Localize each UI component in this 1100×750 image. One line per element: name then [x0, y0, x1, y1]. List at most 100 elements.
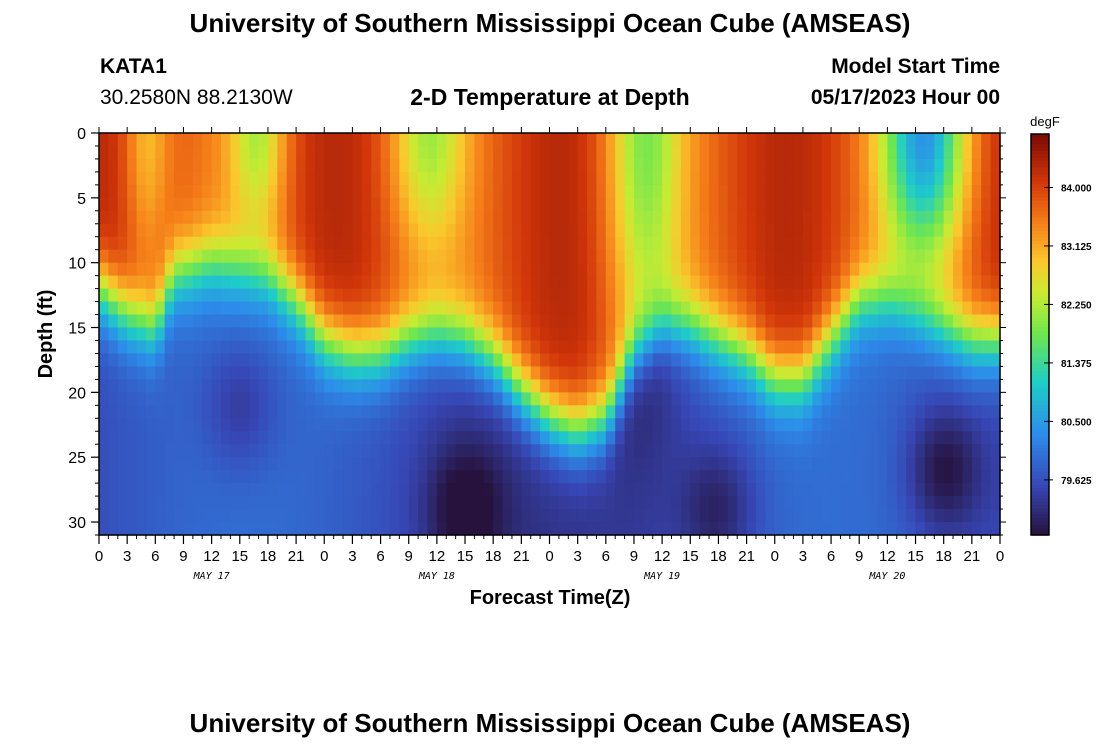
heatmap-cell [127, 210, 138, 225]
heatmap-cell [633, 470, 644, 484]
heatmap-cell [568, 327, 579, 342]
heatmap-cell [249, 262, 260, 277]
heatmap-cell [718, 379, 729, 393]
heatmap-cell [239, 470, 250, 484]
heatmap-cell [605, 184, 616, 199]
heatmap-cell [859, 418, 870, 432]
heatmap-cell [474, 133, 485, 147]
heatmap-cell [127, 392, 138, 406]
heatmap-cell [333, 379, 344, 393]
heatmap-cell [699, 522, 710, 536]
heatmap-cell [849, 210, 860, 225]
heatmap-cell [286, 262, 297, 277]
heatmap-cell [239, 392, 250, 406]
heatmap-cell [671, 184, 682, 199]
heatmap-cell [361, 236, 372, 251]
heatmap-cell [840, 223, 851, 238]
heatmap-cell [990, 158, 1001, 173]
heatmap-cell [587, 133, 598, 147]
heatmap-cell [277, 210, 288, 225]
colorbar-swatch [1031, 311, 1049, 316]
heatmap-cell [436, 470, 447, 484]
heatmap-cell [314, 249, 325, 264]
heatmap-cell [127, 275, 138, 290]
heatmap-cell [549, 314, 560, 329]
heatmap-cell [568, 405, 579, 419]
heatmap-cell [455, 158, 466, 173]
heatmap-cell [943, 366, 954, 380]
heatmap-cell [906, 223, 917, 238]
heatmap-cell [314, 457, 325, 471]
heatmap-cell [699, 145, 710, 160]
heatmap-cell [746, 470, 757, 484]
heatmap-cell [643, 379, 654, 393]
heatmap-cell [324, 392, 335, 406]
heatmap-cell [117, 353, 128, 368]
heatmap-cell [418, 275, 429, 290]
heatmap-cell [981, 509, 992, 523]
heatmap-cell [239, 301, 250, 316]
heatmap-cell [896, 496, 907, 510]
heatmap-cell [868, 184, 879, 199]
heatmap-cell [896, 457, 907, 471]
heatmap-cell [934, 145, 945, 160]
heatmap-cell [887, 327, 898, 342]
heatmap-cell [540, 509, 551, 523]
heatmap-cell [774, 158, 785, 173]
heatmap-cell [596, 444, 607, 458]
heatmap-cell [643, 418, 654, 432]
colorbar-swatch [1031, 521, 1049, 526]
heatmap-cell [389, 184, 400, 199]
heatmap-cell [596, 366, 607, 380]
colorbar-swatch [1031, 478, 1049, 483]
heatmap-cell [436, 392, 447, 406]
heatmap-cell [427, 327, 438, 342]
heatmap-cell [164, 366, 175, 380]
heatmap-cell [727, 522, 738, 536]
heatmap-cell [924, 262, 935, 277]
heatmap-cell [389, 314, 400, 329]
heatmap-cell [418, 470, 429, 484]
heatmap-cell [136, 340, 147, 355]
heatmap-cell [831, 470, 842, 484]
heatmap-cell [202, 249, 213, 264]
heatmap-cell [840, 353, 851, 368]
heatmap-cell [849, 249, 860, 264]
heatmap-cell [136, 418, 147, 432]
heatmap-cell [258, 236, 269, 251]
heatmap-cell [755, 444, 766, 458]
heatmap-cell [662, 197, 673, 212]
heatmap-cell [915, 301, 926, 316]
heatmap-cell [812, 171, 823, 186]
heatmap-cell [399, 483, 410, 497]
heatmap-cell [305, 133, 316, 147]
heatmap-cell [793, 145, 804, 160]
heatmap-cell [324, 327, 335, 342]
heatmap-cell [737, 288, 748, 303]
heatmap-cell [746, 496, 757, 510]
heatmap-cell [540, 288, 551, 303]
heatmap-cell [465, 392, 476, 406]
heatmap-cell [831, 483, 842, 497]
heatmap-cell [699, 405, 710, 419]
heatmap-cell [662, 431, 673, 445]
heatmap-cell [277, 158, 288, 173]
heatmap-cell [145, 340, 156, 355]
heatmap-cell [249, 405, 260, 419]
heatmap-cell [408, 133, 419, 147]
heatmap-cell [549, 249, 560, 264]
heatmap-cell [380, 392, 391, 406]
heatmap-cell [502, 275, 513, 290]
heatmap-cell [249, 145, 260, 160]
heatmap-cell [427, 288, 438, 303]
heatmap-cell [615, 171, 626, 186]
heatmap-cell [709, 444, 720, 458]
heatmap-cell [671, 301, 682, 316]
heatmap-cell [746, 275, 757, 290]
heatmap-cell [971, 405, 982, 419]
heatmap-cell [568, 288, 579, 303]
heatmap-cell [765, 379, 776, 393]
heatmap-cell [718, 249, 729, 264]
heatmap-cell [596, 314, 607, 329]
heatmap-cell [896, 366, 907, 380]
